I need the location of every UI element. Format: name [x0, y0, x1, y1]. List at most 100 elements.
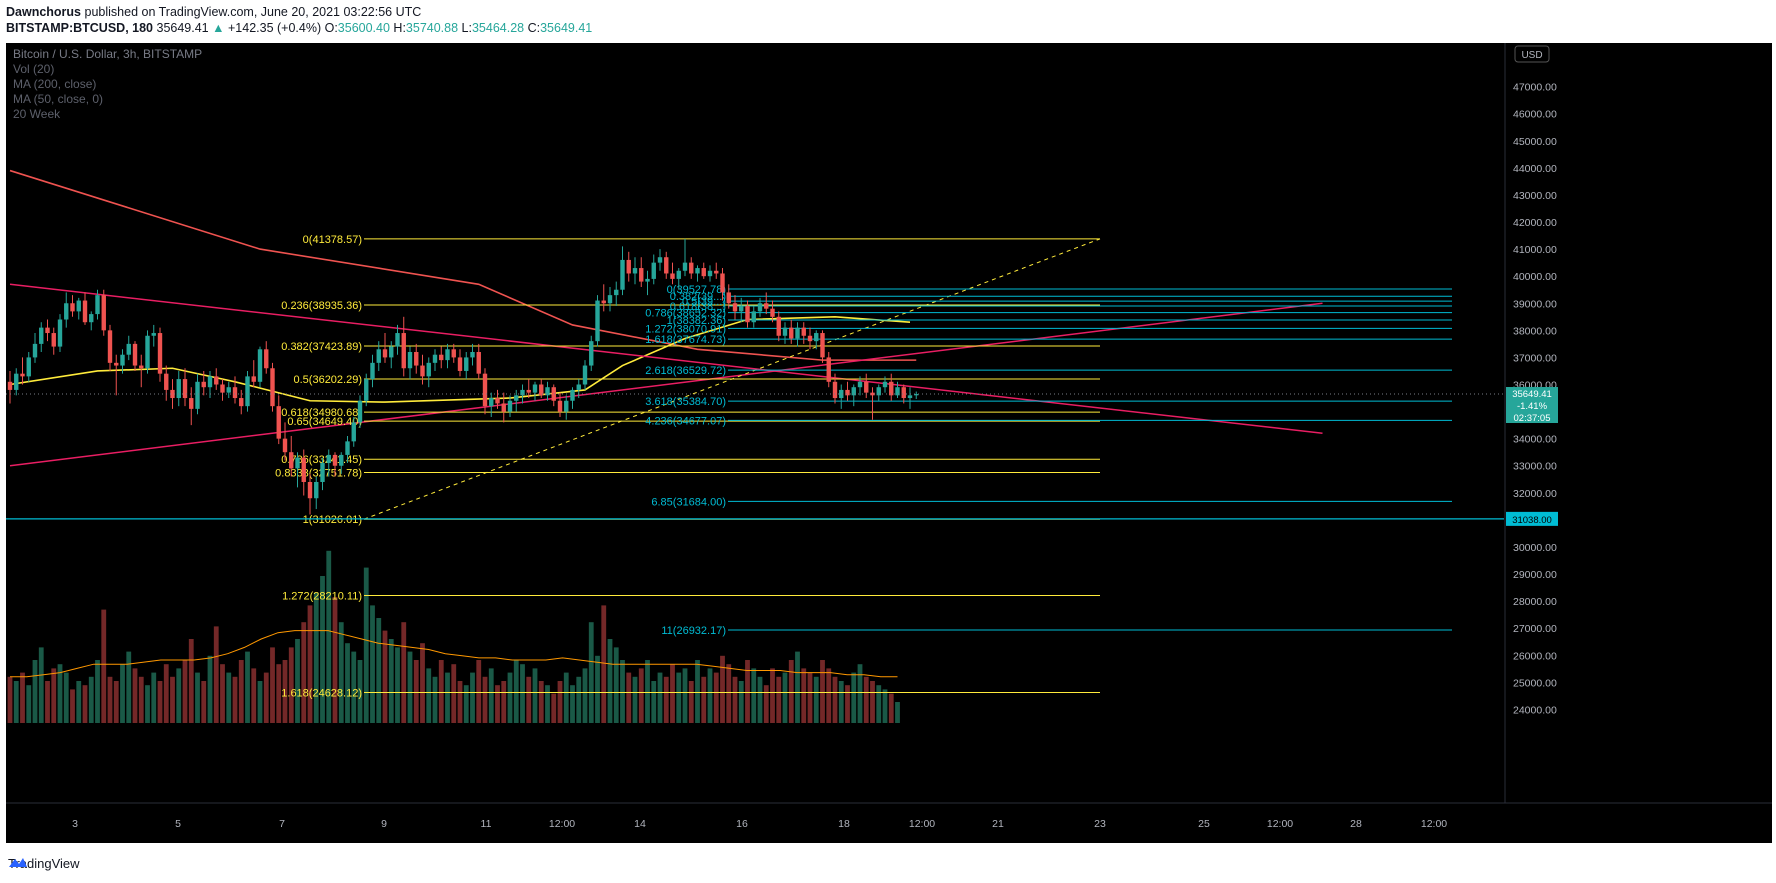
volume-bar	[726, 664, 732, 723]
candle-body	[470, 352, 475, 358]
candle-body	[757, 303, 763, 312]
candle-body	[164, 373, 169, 390]
candle-body	[689, 262, 694, 274]
volume-bar	[157, 681, 163, 723]
candle-body	[476, 352, 481, 374]
candle-body	[764, 303, 769, 309]
volume-bar	[413, 660, 419, 723]
volume-bar	[445, 672, 450, 723]
time-tick-label: 18	[838, 818, 850, 830]
candle-body	[189, 398, 194, 409]
candle-body	[907, 395, 913, 399]
author-name[interactable]: Dawnchorus	[6, 5, 82, 19]
volume-bar	[670, 664, 675, 723]
candle-body	[782, 327, 788, 336]
candle-body	[370, 362, 375, 380]
time-tick-label: 25	[1198, 818, 1210, 830]
candle-body	[489, 398, 494, 407]
candle-body	[307, 481, 313, 499]
volume-bar	[188, 639, 194, 723]
indicator-legend-item[interactable]: 20 Week	[13, 107, 61, 121]
volume-bar	[376, 618, 382, 723]
volume-bar	[357, 660, 363, 723]
volume-bar	[363, 567, 369, 723]
volume-bar	[538, 681, 544, 723]
candle-body	[257, 349, 263, 382]
candle-body	[89, 314, 94, 323]
fib-right-label: 0.618(38...)	[670, 301, 726, 313]
price-tick-label: 43000.00	[1513, 190, 1557, 202]
volume-bar	[557, 681, 563, 723]
chart-frame[interactable]: 0(41378.57) 0.236(38935.36) 0.382(37423.89…	[6, 43, 1772, 843]
indicator-legend-item[interactable]: Vol (20)	[13, 62, 54, 76]
volume-bar	[626, 672, 632, 723]
price-tick-label: 32000.00	[1513, 488, 1557, 500]
current-price-value: 35649.41	[1512, 389, 1552, 400]
volume-bar	[863, 676, 869, 723]
fib-right-label: 0.382(39...)	[670, 291, 726, 303]
price-tick-label: 40000.00	[1513, 271, 1557, 283]
trendline-upper[interactable]	[9, 283, 1323, 434]
volume-bar	[545, 685, 550, 723]
candle-body	[857, 381, 863, 388]
fib-right-label: 6.85(31684.00)	[651, 496, 726, 508]
fib-right-label: 0(39527.78)	[667, 284, 726, 296]
candle-body	[726, 292, 731, 304]
candle-body	[364, 379, 369, 401]
volume-bar	[576, 676, 582, 723]
volume-bar	[13, 681, 19, 723]
candle-body	[601, 300, 606, 304]
volume-bar	[857, 664, 863, 723]
candle-body	[807, 335, 813, 342]
candle-body	[820, 333, 825, 358]
candle-body	[651, 262, 656, 279]
bar-countdown: 02:37:05	[1514, 413, 1551, 424]
candle-body	[214, 376, 219, 385]
volume-bar	[638, 668, 644, 723]
price-tick-label: 26000.00	[1513, 650, 1557, 662]
candle-body	[95, 295, 100, 315]
price-tick-label: 28000.00	[1513, 596, 1557, 608]
open-value: 35600.40	[337, 21, 390, 35]
usd-unit-box[interactable]	[1514, 45, 1550, 63]
volume-bar	[757, 676, 763, 723]
candle-body	[801, 327, 806, 336]
candle-body	[107, 330, 113, 363]
time-tick-label: 5	[175, 818, 181, 830]
indicator-legend-item[interactable]: MA (200, close)	[13, 77, 96, 91]
candle-body	[745, 305, 750, 323]
volume-bar	[438, 660, 444, 723]
candle-body	[245, 376, 250, 407]
candle-body	[870, 392, 875, 396]
time-tick-label: 3	[72, 818, 78, 830]
volume-bar	[251, 668, 257, 723]
time-tick-label: 11	[481, 818, 492, 830]
candle-body	[576, 384, 581, 390]
candle-body	[570, 389, 575, 401]
volume-bar	[763, 685, 769, 723]
publish-date: published on TradingView.com, June 20, 2…	[84, 5, 422, 19]
volume-bar	[426, 668, 432, 723]
candle-body	[289, 452, 294, 469]
candle-body	[7, 381, 13, 390]
price-chart[interactable]: 0(41378.57) 0.236(38935.36) 0.382(37423.89…	[6, 43, 1772, 843]
candle-body	[701, 268, 706, 277]
volume-bar	[238, 660, 244, 723]
trendline-lower[interactable]	[9, 302, 1323, 467]
volume-bar	[82, 685, 88, 723]
price-tick-label: 24000.00	[1513, 704, 1557, 716]
fib-left-label: 1(31026.01)	[303, 514, 362, 526]
low-label: L:	[461, 21, 472, 35]
indicator-legend-item[interactable]: MA (50, close, 0)	[13, 92, 103, 106]
volume-bar	[751, 668, 757, 723]
candle-body	[345, 441, 350, 455]
volume-bar	[201, 681, 207, 723]
price-tick-label: 37000.00	[1513, 352, 1557, 364]
footer-branding[interactable]: TradingView	[8, 856, 80, 871]
candle-body	[395, 333, 400, 347]
volume-bar	[732, 676, 738, 723]
volume-bar	[226, 672, 232, 723]
candle-body	[195, 381, 200, 409]
candle-body	[82, 300, 88, 323]
candle-body	[301, 457, 306, 482]
